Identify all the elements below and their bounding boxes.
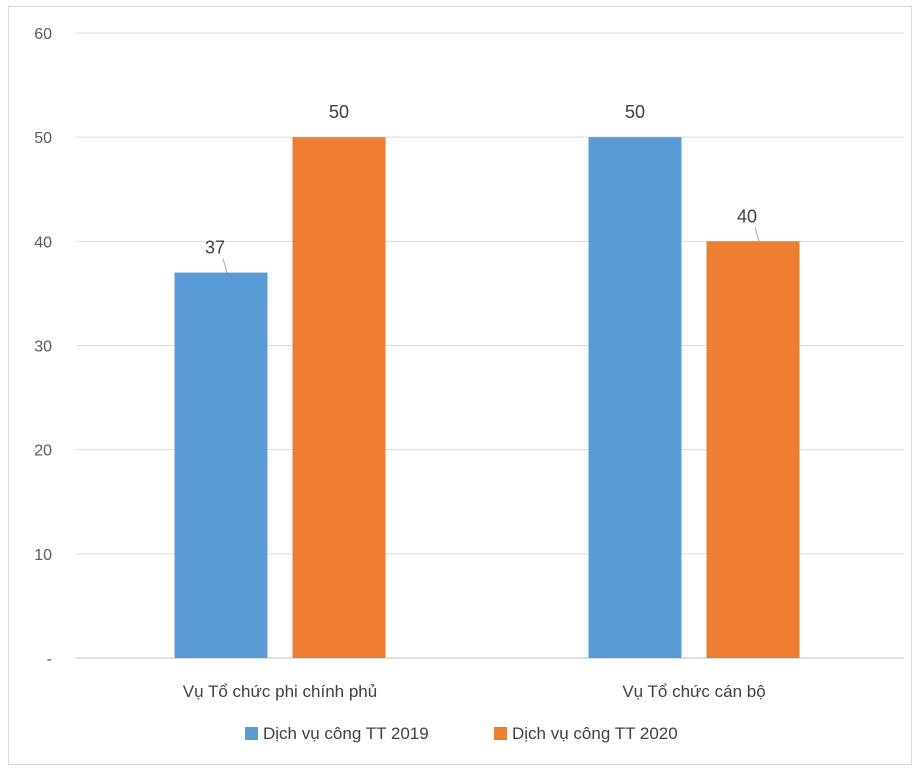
bar-1-1 [174, 272, 268, 658]
data-label-leader [222, 258, 228, 273]
category-label: Vụ Tổ chức phi chính phủ [183, 682, 377, 701]
y-tick-label: 20 [34, 443, 52, 460]
data-label-leader [754, 227, 760, 242]
legend-label: Dịch vụ công TT 2020 [512, 724, 678, 743]
legend-label: Dịch vụ công TT 2019 [263, 724, 429, 743]
y-tick-label: 60 [34, 26, 52, 43]
data-label: 40 [737, 206, 757, 226]
legend: Dịch vụ công TT 2019 Dịch vụ công TT 2020 [245, 724, 678, 743]
category-label: Vụ Tổ chức cán bộ [622, 682, 765, 701]
legend-swatch [494, 727, 507, 740]
y-tick-label: 40 [34, 234, 52, 251]
y-tick-label: 30 [34, 339, 52, 356]
y-tick-label: - [47, 651, 52, 668]
bar-2-2 [706, 241, 800, 659]
category-labels: Vụ Tổ chức phi chính phủ Vụ Tổ chức cán b… [183, 682, 766, 701]
data-label: 37 [205, 238, 225, 258]
data-label: 50 [625, 102, 645, 122]
data-label: 50 [329, 102, 349, 122]
legend-swatch [245, 727, 258, 740]
bar-1-2 [588, 137, 682, 658]
y-tick-label: 50 [34, 130, 52, 147]
y-tick-label: 10 [34, 547, 52, 564]
data-labels: 37 50 50 40 [205, 102, 760, 273]
bar-2-1 [292, 137, 386, 658]
y-axis-ticks: - 10 20 30 40 50 60 [34, 26, 52, 668]
bars [174, 137, 800, 659]
